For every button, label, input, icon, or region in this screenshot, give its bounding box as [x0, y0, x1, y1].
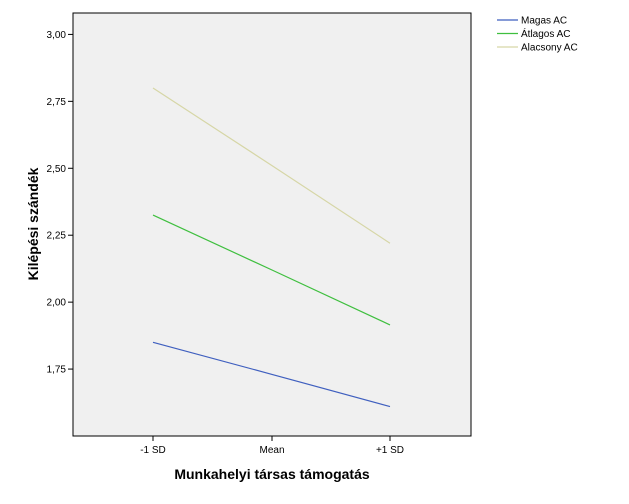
y-tick-label: 2,25 [47, 231, 67, 242]
y-axis-title: Kilépési szándék [25, 167, 41, 280]
x-tick-label: -1 SD [140, 445, 166, 456]
legend-label: Alacsony AC [521, 43, 578, 54]
series-lines [152, 87, 391, 408]
plot-area [72, 12, 472, 437]
x-axis-title: Munkahelyi társas támogatás [174, 466, 370, 482]
y-tick-label: 3,00 [47, 30, 67, 41]
y-axis: 1,75 2,00 2,25 2,50 2,75 3,00 [47, 30, 73, 376]
y-tick-label: 2,00 [47, 298, 67, 309]
legend-label: Átlagos AC [521, 27, 570, 40]
y-tick-label: 2,75 [47, 97, 67, 108]
y-tick-label: 1,75 [47, 365, 67, 376]
legend-label: Magas AC [521, 16, 567, 27]
series-line-1 [152, 341, 391, 408]
series-line-2 [152, 214, 391, 326]
y-tick-label: 2,50 [47, 164, 67, 175]
x-tick-label: Mean [259, 445, 284, 456]
x-tick-label: +1 SD [376, 445, 404, 456]
series-line-3 [152, 87, 391, 244]
x-axis: -1 SD Mean +1 SD [140, 436, 404, 456]
